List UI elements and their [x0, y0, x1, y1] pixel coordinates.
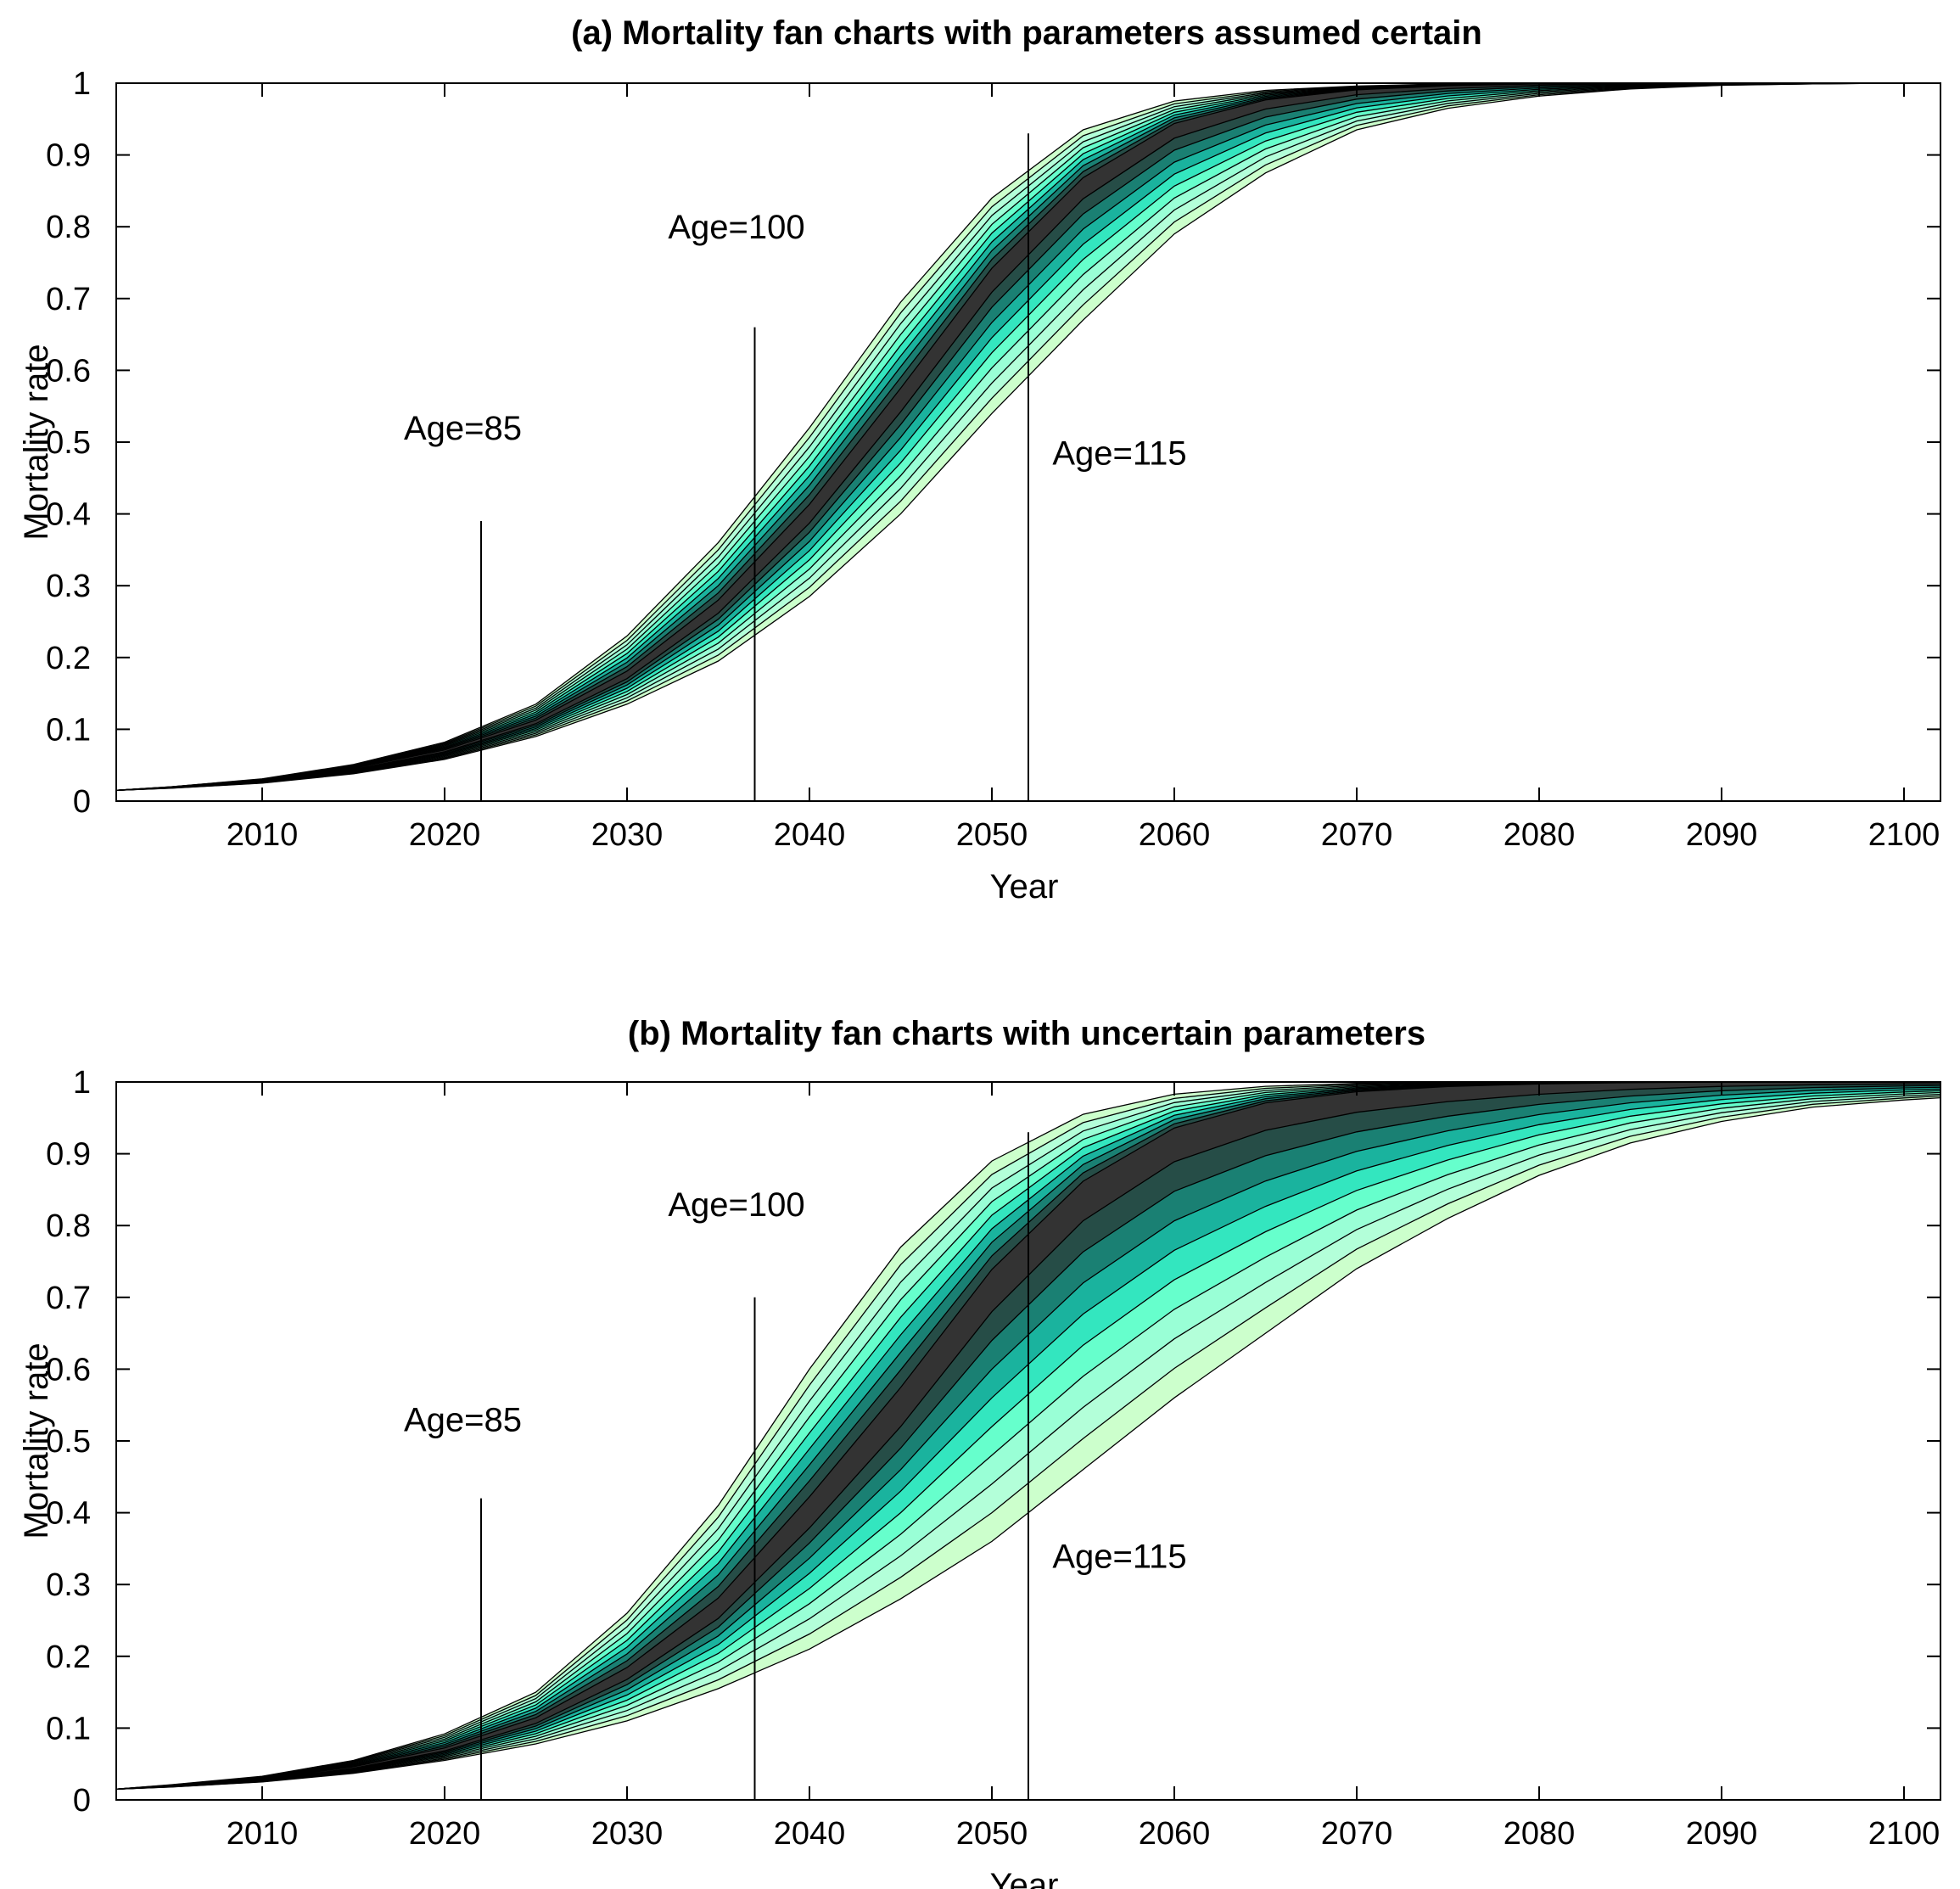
annotation-label: Age=85: [404, 1402, 522, 1439]
x-tick-label: 2060: [1139, 817, 1211, 853]
y-tick-label: 0.1: [46, 1711, 91, 1746]
x-tick-label: 2020: [409, 1816, 481, 1852]
y-tick-label: 0.4: [46, 497, 91, 533]
y-tick-label: 0.5: [46, 425, 91, 461]
chart-title: (a) Mortality fan charts with parameters…: [571, 14, 1482, 52]
annotations: Age=85 Age=100 Age=115: [404, 133, 1187, 801]
chart-b: (b) Mortality fan charts with uncertain …: [18, 1015, 1941, 1889]
y-tick-label: 1: [73, 66, 91, 102]
y-tick-label: 0.7: [46, 282, 91, 317]
x-tick-label: 2090: [1686, 1816, 1758, 1852]
y-tick-label: 0.2: [46, 1640, 91, 1675]
x-tick-label: 2050: [956, 1816, 1028, 1852]
annotation-label: Age=100: [668, 1186, 804, 1224]
x-tick-label: 2030: [591, 817, 664, 853]
x-tick-label: 2090: [1686, 817, 1758, 853]
x-tick-label: 2060: [1139, 1816, 1211, 1852]
fan-band-8: [115, 82, 1940, 791]
y-tick-label: 0.7: [46, 1281, 91, 1316]
y-tick-label: 0.4: [46, 1496, 91, 1532]
x-ticks: 2010 2020 2030 2040 2050 2060 2070 2080 2090 2100: [227, 83, 1940, 853]
plot-frame: [115, 82, 1941, 802]
annotations: Age=85 Age=100 Age=115: [404, 1132, 1187, 1800]
annotation-label: Age=100: [668, 209, 804, 246]
chart-title: (b) Mortality fan charts with uncertain …: [628, 1015, 1425, 1052]
x-tick-label: 2080: [1504, 817, 1576, 853]
y-ticks: 0 0.1 0.2 0.3 0.4 0.5 0.6 0.7 0.8 0.9 1: [46, 1065, 1940, 1819]
x-axis-label: Year: [990, 868, 1059, 905]
y-tick-label: 1: [73, 1065, 91, 1101]
y-tick-label: 0.9: [46, 138, 91, 174]
x-ticks: 2010 2020 2030 2040 2050 2060 2070 2080 2090 2100: [227, 1082, 1940, 1852]
x-tick-label: 2070: [1321, 1816, 1393, 1852]
y-tick-label: 0.8: [46, 210, 91, 245]
x-tick-label: 2040: [774, 817, 846, 853]
y-tick-label: 0.9: [46, 1137, 91, 1173]
x-tick-label: 2020: [409, 817, 481, 853]
x-tick-label: 2080: [1504, 1816, 1576, 1852]
y-axis-label: Mortality rate: [18, 344, 55, 540]
x-tick-label: 2050: [956, 817, 1028, 853]
plot-frame: [115, 1081, 1941, 1801]
y-tick-label: 0: [73, 1783, 91, 1819]
x-tick-label: 2010: [227, 1816, 299, 1852]
x-tick-label: 2010: [227, 817, 299, 853]
x-tick-label: 2040: [774, 1816, 846, 1852]
y-tick-label: 0.2: [46, 641, 91, 676]
y-tick-label: 0.6: [46, 1352, 91, 1387]
y-tick-label: 0.3: [46, 1567, 91, 1603]
annotation-label: Age=115: [1052, 435, 1186, 473]
y-tick-label: 0.5: [46, 1424, 91, 1460]
y-ticks: 0 0.1 0.2 0.3 0.4 0.5 0.6 0.7 0.8 0.9 1: [46, 66, 1940, 820]
y-tick-label: 0.6: [46, 353, 91, 389]
y-axis-label: Mortality rate: [18, 1342, 55, 1539]
x-tick-label: 2030: [591, 1816, 664, 1852]
x-tick-label: 2100: [1868, 817, 1940, 853]
annotation-label: Age=115: [1052, 1538, 1186, 1575]
annotation-label: Age=85: [404, 410, 522, 447]
y-tick-label: 0.1: [46, 712, 91, 748]
y-tick-label: 0.8: [46, 1208, 91, 1244]
y-tick-label: 0.3: [46, 569, 91, 604]
x-tick-label: 2100: [1868, 1816, 1940, 1852]
chart-a: (a) Mortality fan charts with parameters…: [18, 14, 1941, 905]
y-tick-label: 0: [73, 784, 91, 820]
x-tick-label: 2070: [1321, 817, 1393, 853]
x-axis-label: Year: [990, 1867, 1059, 1889]
